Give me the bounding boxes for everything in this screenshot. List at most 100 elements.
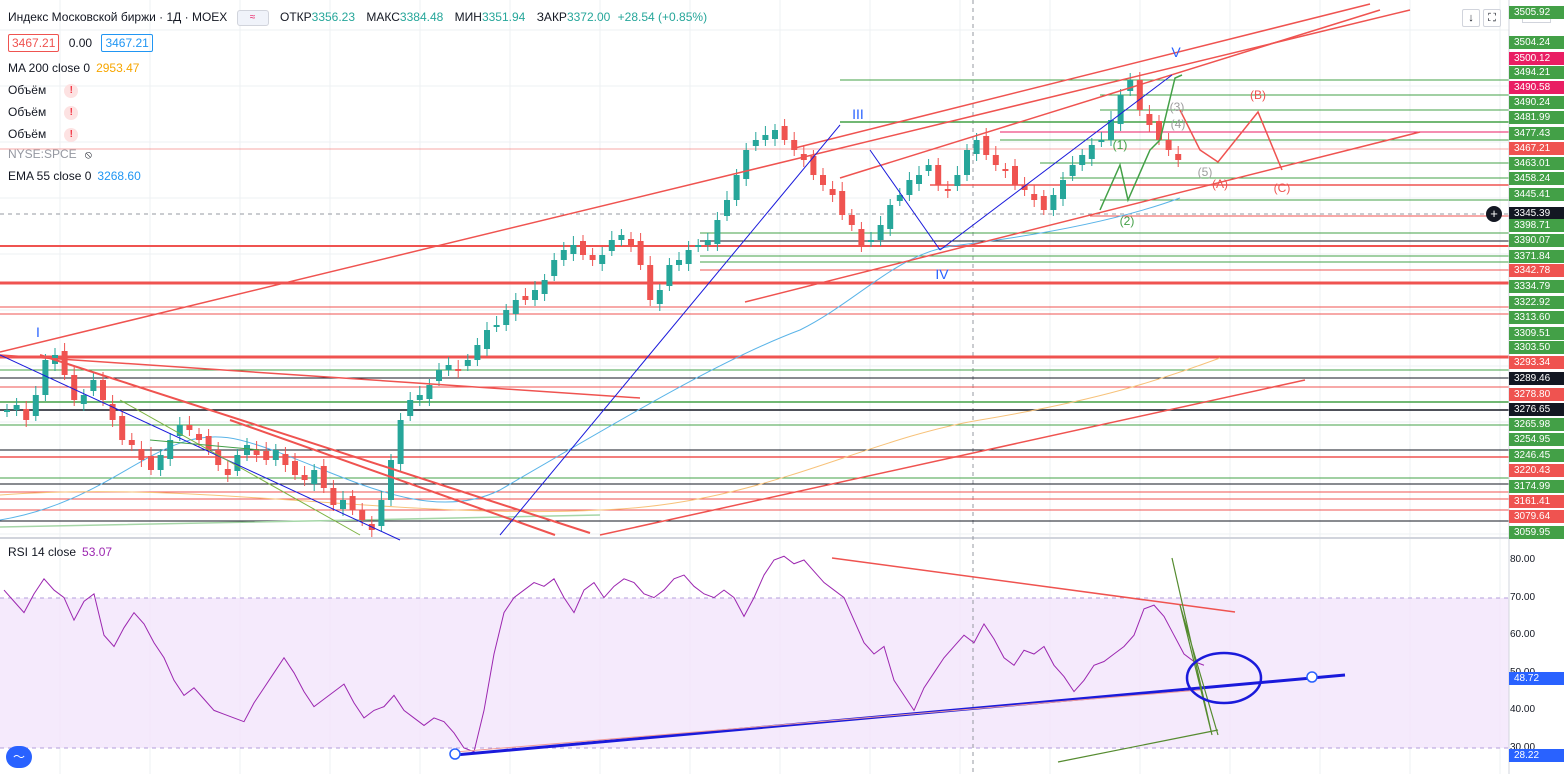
candle-body[interactable] <box>244 445 250 455</box>
indicator-volume-2[interactable]: Объём! <box>8 105 79 120</box>
candle-body[interactable] <box>532 290 538 300</box>
indicator-volume-3[interactable]: Объём! <box>8 127 79 142</box>
trend-line[interactable] <box>0 9 1411 353</box>
candle-body[interactable] <box>320 466 327 488</box>
candle-body[interactable] <box>234 455 241 471</box>
candle-body[interactable] <box>397 420 404 464</box>
rsi-resistance-line[interactable] <box>831 557 1236 613</box>
candle-body[interactable] <box>858 229 865 245</box>
candle-body[interactable] <box>781 126 788 140</box>
candle-body[interactable] <box>474 345 481 360</box>
indicator-volume-1[interactable]: Объём! <box>8 83 79 98</box>
candle-body[interactable] <box>580 241 586 255</box>
candle-body[interactable] <box>349 496 356 510</box>
indicator-ema55[interactable]: EMA 55 close 0 3268.60 <box>8 169 141 183</box>
candle-body[interactable] <box>820 175 826 185</box>
candle-body[interactable] <box>1156 121 1162 140</box>
trend-line[interactable] <box>939 74 1173 251</box>
fullscreen-icon[interactable]: ⛶ <box>1483 9 1501 27</box>
drag-handle-icon[interactable] <box>1306 671 1318 683</box>
candle-body[interactable] <box>704 240 711 245</box>
candle-body[interactable] <box>330 488 337 505</box>
candle-body[interactable] <box>109 404 116 420</box>
candle-body[interactable] <box>119 416 126 440</box>
symbol-header[interactable]: Индекс Московской биржи · 1Д · MOEX ≈ ОТ… <box>8 10 707 26</box>
candle-body[interactable] <box>148 456 154 470</box>
indicator-ma200[interactable]: MA 200 close 0 2953.47 <box>8 61 139 75</box>
candle-body[interactable] <box>522 296 529 300</box>
trend-line[interactable] <box>229 419 556 536</box>
drag-handle-icon[interactable] <box>449 748 461 760</box>
symbol-title[interactable]: Индекс Московской биржи · 1Д · MOEX <box>8 10 228 25</box>
candle-body[interactable] <box>935 165 942 185</box>
sell-price-button[interactable]: 3467.21 <box>8 34 60 52</box>
candle-body[interactable] <box>378 500 385 526</box>
candle-body[interactable] <box>157 455 164 470</box>
horizontal-levels[interactable] <box>0 79 1509 522</box>
candle-body[interactable] <box>484 330 490 349</box>
impulse-wave-path[interactable] <box>1099 74 1183 211</box>
candle-body[interactable] <box>944 189 951 191</box>
candle-body[interactable] <box>954 175 961 186</box>
trend-line[interactable] <box>794 3 1371 149</box>
candle-body[interactable] <box>848 215 855 225</box>
trend-line[interactable] <box>0 354 641 399</box>
candle-body[interactable] <box>791 140 798 150</box>
trend-line[interactable] <box>149 439 261 451</box>
candle-body[interactable] <box>1117 95 1124 124</box>
candle-body[interactable] <box>896 195 903 201</box>
candle-body[interactable] <box>388 460 394 500</box>
candle-body[interactable] <box>829 189 836 195</box>
candle-body[interactable] <box>1098 140 1105 142</box>
candle-body[interactable] <box>666 265 673 286</box>
candle-body[interactable] <box>512 300 519 314</box>
candle-body[interactable] <box>1012 166 1018 185</box>
buy-price-button[interactable]: 3467.21 <box>101 34 153 52</box>
candle-body[interactable] <box>1079 155 1086 165</box>
candle-body[interactable] <box>925 165 932 171</box>
trend-line[interactable] <box>499 124 841 536</box>
candle-body[interactable] <box>1175 154 1182 160</box>
rsi-trend-line[interactable] <box>454 689 1201 753</box>
candle-body[interactable] <box>839 191 846 215</box>
eye-hidden-icon[interactable]: ⦸ <box>84 149 92 161</box>
candle-body[interactable] <box>138 449 145 460</box>
candle-body[interactable] <box>503 310 510 325</box>
candle-body[interactable] <box>551 260 558 276</box>
candle-body[interactable] <box>608 240 615 251</box>
candle-body[interactable] <box>656 290 663 304</box>
candle-body[interactable] <box>916 175 922 184</box>
candle-body[interactable] <box>1088 145 1095 159</box>
candlestick-series[interactable] <box>4 72 1182 537</box>
candle-body[interactable] <box>983 136 990 155</box>
candle-body[interactable] <box>868 240 874 242</box>
candle-body[interactable] <box>301 475 308 480</box>
candle-body[interactable] <box>887 205 894 229</box>
abc-correction-path[interactable] <box>1179 109 1283 171</box>
trend-line[interactable] <box>119 399 361 536</box>
candle-body[interactable] <box>599 255 606 264</box>
candle-body[interactable] <box>772 130 778 139</box>
candle-body[interactable] <box>1031 194 1038 200</box>
trend-lines[interactable] <box>0 3 1421 541</box>
candle-body[interactable] <box>1069 165 1076 176</box>
candle-body[interactable] <box>560 250 567 260</box>
candle-body[interactable] <box>1040 196 1047 210</box>
candle-body[interactable] <box>13 405 20 410</box>
candle-body[interactable] <box>80 395 87 404</box>
candle-body[interactable] <box>541 280 548 294</box>
warning-icon[interactable]: ! <box>64 105 79 120</box>
candle-body[interactable] <box>100 380 106 400</box>
indicator-compare-symbol[interactable]: NYSE:SPCE ⦸ <box>8 147 92 162</box>
candle-body[interactable] <box>743 150 750 179</box>
candle-body[interactable] <box>685 250 692 264</box>
rsi-highlight-circle[interactable] <box>1185 651 1263 705</box>
candle-body[interactable] <box>464 360 471 366</box>
candle-body[interactable] <box>445 365 452 370</box>
trend-line[interactable] <box>0 354 401 541</box>
candle-body[interactable] <box>810 156 817 175</box>
candle-body[interactable] <box>215 450 222 465</box>
candle-body[interactable] <box>128 440 135 445</box>
trend-line[interactable] <box>744 131 1421 303</box>
